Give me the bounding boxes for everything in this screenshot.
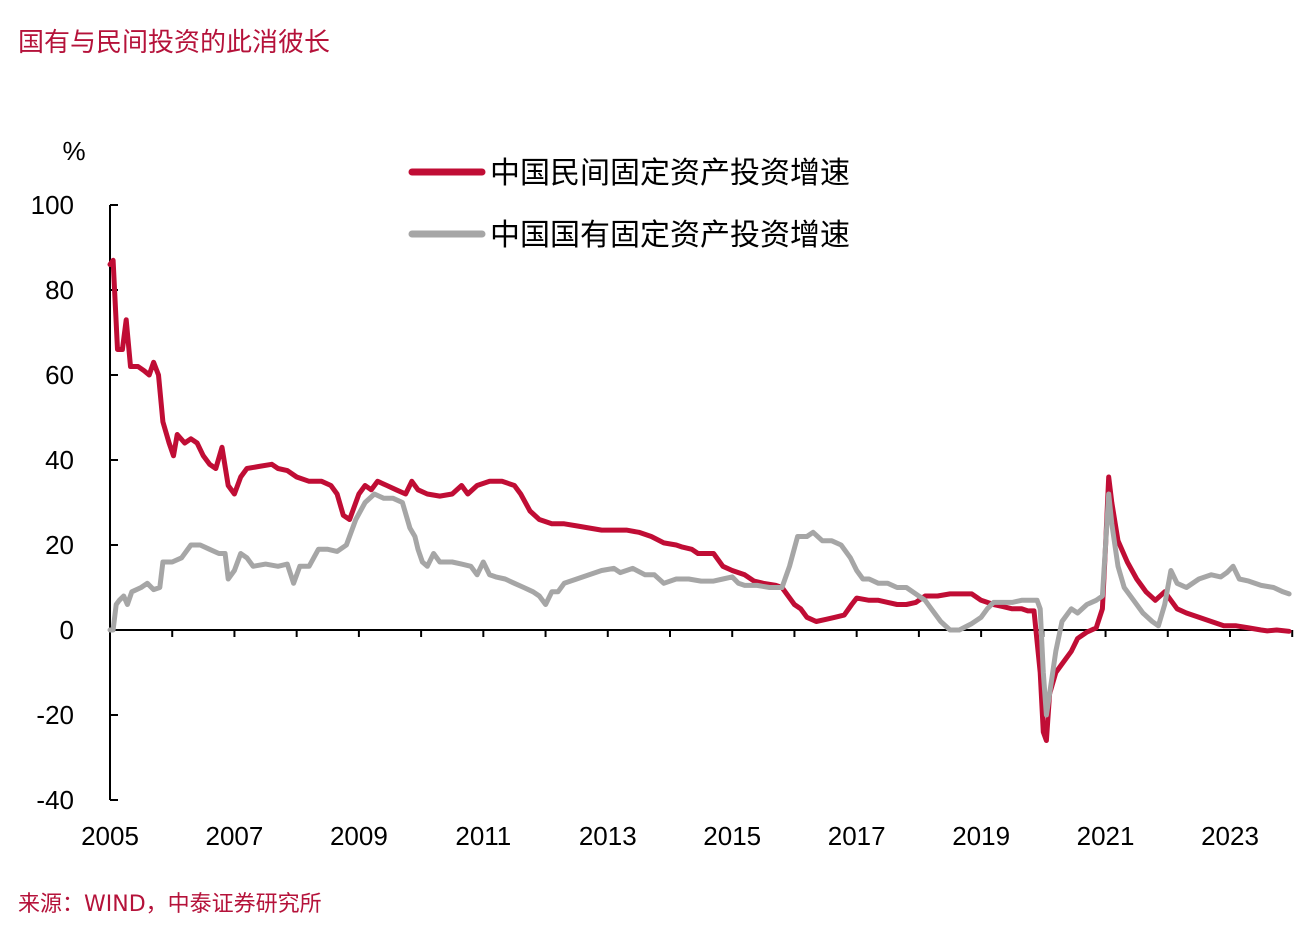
y-tick-label: 0 xyxy=(60,615,74,645)
chart-title: 国有与民间投资的此消彼长 xyxy=(18,28,331,58)
x-tick-label: 2009 xyxy=(330,821,388,851)
x-tick-label: 2015 xyxy=(703,821,761,851)
x-tick-label: 2023 xyxy=(1201,821,1259,851)
y-tick-label: -40 xyxy=(36,785,74,815)
x-tick-label: 2005 xyxy=(81,821,139,851)
series-line-private-investment xyxy=(107,257,1292,743)
y-tick-label: -20 xyxy=(36,700,74,730)
y-tick-label: 40 xyxy=(45,445,74,475)
legend-label: 中国国有固定资产投资增速 xyxy=(490,218,850,253)
y-tick-label: 60 xyxy=(45,360,74,390)
chart-axes: 100 80 60 40 20 0 -20 -40% 2005 2007 2009 2011 2013 2… xyxy=(31,136,1294,851)
x-tick-label: 2011 xyxy=(455,821,511,851)
x-tick-label: 2013 xyxy=(579,821,637,851)
legend-label: 中国民间固定资产投资增速 xyxy=(490,156,850,191)
x-tick-label: 2017 xyxy=(828,821,886,851)
series-line-state-investment xyxy=(107,491,1292,718)
y-tick-label: 20 xyxy=(45,530,74,560)
x-tick-label: 2021 xyxy=(1077,821,1135,851)
x-tick-label: 2019 xyxy=(952,821,1010,851)
x-tick-label: 2007 xyxy=(206,821,264,851)
source-note: 来源：WIND，中泰证券研究所 xyxy=(18,892,322,917)
y-tick-label: 80 xyxy=(45,275,74,305)
y-axis-unit: % xyxy=(62,136,85,166)
y-tick-label: 100 xyxy=(31,190,74,220)
chart-series xyxy=(107,257,1292,743)
